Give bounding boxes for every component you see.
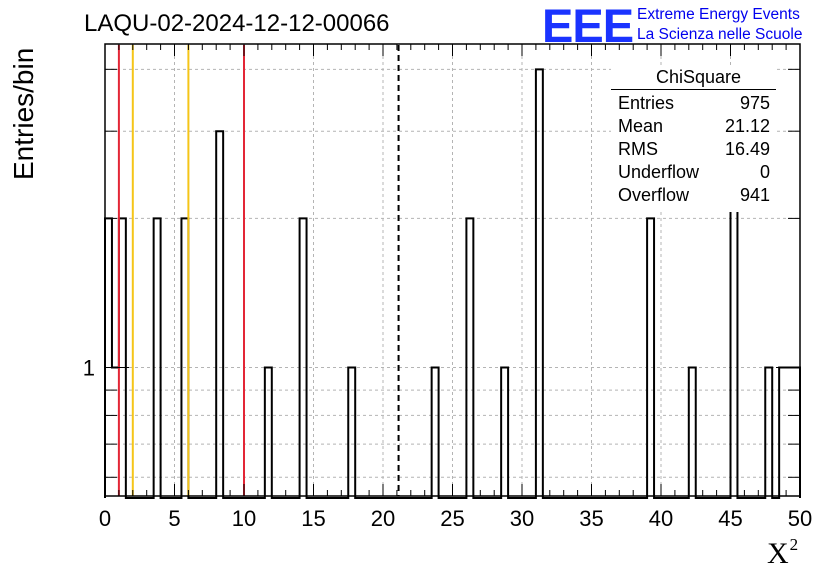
histogram-bin	[689, 367, 696, 496]
chart-title: LAQU-02-2024-12-12-00066	[84, 10, 390, 37]
logo-line-1: Extreme Energy Events	[637, 6, 800, 23]
x-tick-label: 35	[579, 506, 603, 531]
stats-value: 16.49	[724, 139, 770, 159]
x-tick-label: 0	[99, 506, 111, 531]
histogram-bin	[786, 367, 793, 496]
histogram-bin	[105, 218, 112, 496]
histogram-bin	[501, 367, 508, 496]
stats-key: Mean	[618, 116, 664, 136]
x-axis-label: X2	[767, 535, 798, 571]
histogram-bin	[119, 218, 126, 496]
stats-box: ChiSquare Entries 975 Mean 21.12 RMS 16.…	[611, 65, 776, 205]
x-tick-label: 50	[788, 506, 812, 531]
x-tick-label: 40	[649, 506, 673, 531]
histogram-bin	[181, 218, 188, 496]
histogram-bin	[112, 367, 119, 496]
stats-row-entries: Entries 975	[611, 92, 776, 115]
histogram-bin	[154, 218, 161, 496]
histogram-bin	[216, 131, 223, 496]
x-tick-label: 15	[301, 506, 325, 531]
histogram-bin	[466, 218, 473, 496]
histogram-bin	[432, 367, 439, 496]
stats-value: 0	[759, 162, 770, 182]
logo-line-2: La Scienza nelle Scuole	[637, 26, 803, 43]
stats-row-mean: Mean 21.12	[611, 115, 776, 138]
stats-row-underflow: Underflow 0	[611, 161, 776, 184]
histogram-bin	[647, 218, 654, 496]
x-tick-label: 45	[718, 506, 742, 531]
x-tick-label: 25	[440, 506, 464, 531]
stats-value: 975	[739, 93, 770, 113]
y-tick-label: 1	[83, 355, 95, 380]
stats-key: RMS	[618, 139, 658, 159]
stats-value: 941	[739, 185, 770, 205]
stats-key: Underflow	[618, 162, 700, 182]
eee-logo: EEE Extreme Energy Events La Scienza nel…	[542, 0, 832, 52]
histogram-outline	[104, 68, 801, 499]
stats-key: Entries	[618, 93, 675, 113]
x-tick-label: 5	[168, 506, 180, 531]
histogram-bin	[793, 367, 800, 496]
histogram-bin	[348, 367, 355, 496]
x-tick-label: 30	[510, 506, 534, 531]
stats-key: Overflow	[618, 185, 690, 205]
histogram-bin	[536, 69, 543, 496]
x-axis-label-superscript: 2	[789, 535, 799, 554]
stats-box-title: ChiSquare	[655, 67, 742, 87]
stats-row-rms: RMS 16.49	[611, 138, 776, 161]
stats-box-divider	[611, 89, 776, 90]
x-tick-label: 10	[232, 506, 256, 531]
stats-value: 21.12	[724, 116, 770, 136]
histogram-bin	[265, 367, 272, 496]
x-tick-label: 20	[371, 506, 395, 531]
stats-row-overflow: Overflow 941	[611, 184, 776, 207]
x-axis-label-base: X	[767, 537, 789, 570]
histogram-bin	[779, 367, 786, 496]
histogram-bin	[765, 367, 772, 496]
histogram-bin	[300, 218, 307, 496]
